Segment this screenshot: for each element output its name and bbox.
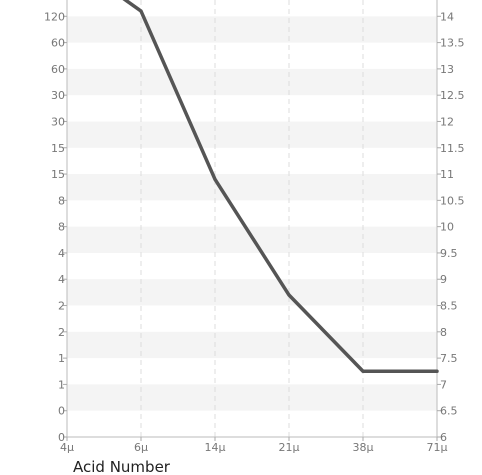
y-left-tick-label: 120	[44, 10, 65, 23]
data-point	[213, 177, 217, 181]
y-left-tick-label: 0	[58, 405, 65, 418]
tick-labels: 606.50717.51828.52949.5410810.58111511.5…	[44, 10, 465, 454]
y-left-tick-label: 2	[58, 326, 65, 339]
y-left-tick-label: 0	[58, 431, 65, 444]
y-right-tick-label: 12.5	[440, 89, 465, 102]
y-right-tick-label: 13	[440, 63, 454, 76]
x-tick-label: 21μ	[279, 441, 300, 454]
y-right-tick-label: 10.5	[440, 194, 465, 207]
y-left-tick-label: 1	[58, 352, 65, 365]
series-line	[122, 0, 439, 374]
y-left-tick-label: 1	[58, 378, 65, 391]
grid-lines	[140, 0, 364, 437]
x-tick-label: 71μ	[427, 441, 448, 454]
y-right-tick-label: 8.5	[440, 300, 458, 313]
y-right-tick-label: 11.5	[440, 142, 465, 155]
y-right-tick-label: 7.5	[440, 352, 458, 365]
y-left-tick-label: 60	[51, 63, 65, 76]
y-left-tick-label: 30	[51, 115, 65, 128]
y-right-tick-label: 12	[440, 115, 454, 128]
background-band	[67, 121, 437, 148]
data-point	[435, 369, 439, 373]
x-tick-label: 6μ	[134, 441, 148, 454]
axes	[63, 0, 441, 441]
y-left-tick-label: 4	[58, 273, 65, 286]
background-band	[67, 16, 437, 43]
y-right-tick-label: 13.5	[440, 37, 465, 50]
y-right-tick-label: 11	[440, 168, 454, 181]
y-left-tick-label: 2	[58, 300, 65, 313]
y-right-tick-label: 6.5	[440, 405, 458, 418]
y-right-tick-label: 8	[440, 326, 447, 339]
y-right-tick-label: 6	[440, 431, 447, 444]
x-tick-label: 38μ	[353, 441, 374, 454]
x-tick-label: 4μ	[60, 441, 74, 454]
data-point	[139, 9, 143, 13]
y-right-tick-label: 9	[440, 273, 447, 286]
data-point	[287, 293, 291, 297]
y-right-tick-label: 7	[440, 378, 447, 391]
y-left-tick-label: 8	[58, 221, 65, 234]
x-axis-title: Acid Number	[73, 458, 171, 475]
series-layer	[122, 0, 439, 374]
y-left-tick-label: 15	[51, 142, 65, 155]
y-left-tick-label: 4	[58, 247, 65, 260]
background-band	[67, 384, 437, 411]
data-point	[361, 369, 365, 373]
y-left-tick-label: 8	[58, 194, 65, 207]
y-right-tick-label: 14	[440, 10, 454, 23]
y-left-tick-label: 15	[51, 168, 65, 181]
x-tick-label: 14μ	[205, 441, 226, 454]
background-band	[67, 279, 437, 306]
background-band	[67, 331, 437, 359]
y-left-tick-label: 30	[51, 89, 65, 102]
y-left-tick-label: 60	[51, 37, 65, 50]
background-band	[67, 68, 437, 96]
y-right-tick-label: 10	[440, 221, 454, 234]
background-band	[67, 174, 437, 201]
background-bands	[67, 16, 437, 411]
y-right-tick-label: 9.5	[440, 247, 458, 260]
